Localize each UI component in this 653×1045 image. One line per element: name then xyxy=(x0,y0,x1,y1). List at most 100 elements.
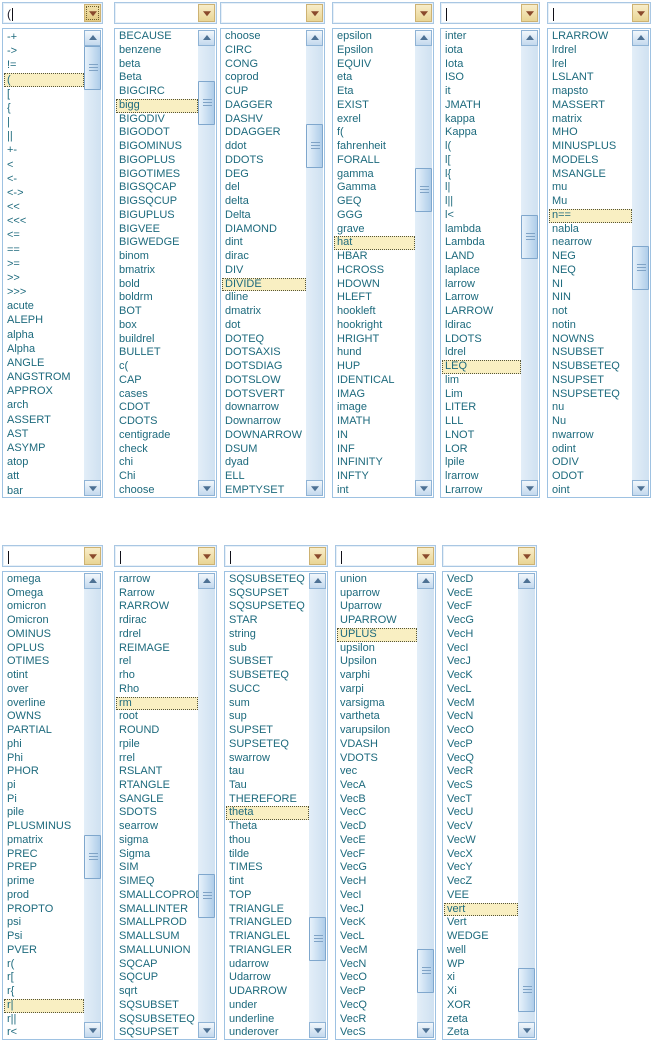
list-item[interactable]: r| xyxy=(4,998,84,1013)
list-item[interactable]: NEQ xyxy=(552,263,576,276)
scroll-up-button[interactable] xyxy=(417,573,434,589)
list-item[interactable]: == xyxy=(7,243,20,256)
scroll-up-button[interactable] xyxy=(309,573,326,589)
list-item[interactable]: notin xyxy=(552,318,576,331)
list-item[interactable]: SQCUP xyxy=(119,971,159,984)
list-item[interactable]: xi xyxy=(447,971,455,984)
list-item[interactable]: hat xyxy=(334,236,415,250)
list-item[interactable]: VecP xyxy=(340,985,366,998)
scroll-up-button[interactable] xyxy=(84,573,101,589)
list-item[interactable]: underline xyxy=(229,1012,275,1025)
list-item[interactable]: VecG xyxy=(447,614,474,627)
list-item[interactable]: boldrm xyxy=(119,291,153,304)
list-item[interactable]: del xyxy=(225,181,240,194)
list-item[interactable]: HDOWN xyxy=(337,277,380,290)
list-item[interactable]: lambda xyxy=(445,222,482,235)
list-item[interactable]: Beta xyxy=(119,71,142,84)
list-item[interactable]: SUCC xyxy=(229,682,261,695)
list-item[interactable]: bold xyxy=(119,277,140,290)
list-item[interactable]: ( xyxy=(4,72,84,87)
list-item[interactable]: VecK xyxy=(447,669,473,682)
list-item[interactable]: SMALLINTER xyxy=(119,902,189,915)
list-item[interactable]: PREP xyxy=(7,861,37,874)
list-item[interactable]: DIVIDE xyxy=(222,277,306,292)
list-item[interactable]: LNOT xyxy=(445,428,475,441)
list-item[interactable]: <= xyxy=(7,229,20,242)
list-item[interactable]: HUP xyxy=(337,360,361,372)
list-item[interactable]: TRIANGLER xyxy=(229,943,292,956)
list-item[interactable]: LOR xyxy=(445,442,468,455)
list-item[interactable]: VDOTS xyxy=(340,751,378,764)
list-item[interactable]: CUP xyxy=(225,85,249,97)
list-item[interactable]: bigg xyxy=(116,98,198,113)
list-item[interactable]: DSUM xyxy=(225,442,258,455)
scroll-down-button[interactable] xyxy=(84,1022,101,1038)
list-item[interactable]: r|| xyxy=(7,1012,17,1025)
list-item[interactable]: DOTSAXIS xyxy=(225,346,281,359)
list-item[interactable]: SMALLPROD xyxy=(119,916,187,929)
list-item[interactable]: VecU xyxy=(447,806,474,819)
symbol-combo-input[interactable] xyxy=(440,2,540,24)
list-item[interactable]: r( xyxy=(7,957,15,970)
list-item[interactable]: under xyxy=(229,998,258,1011)
combo-dropdown-button[interactable] xyxy=(198,547,215,565)
list-item[interactable]: LAND xyxy=(445,250,475,262)
list-item[interactable]: | xyxy=(7,116,10,129)
list-item[interactable]: acute xyxy=(7,300,34,313)
list-item[interactable]: HRIGHT xyxy=(337,332,380,345)
list-item[interactable]: SMALLSUM xyxy=(119,930,180,943)
list-item[interactable]: int xyxy=(337,483,349,496)
list-item[interactable]: BIGUPLUS xyxy=(119,208,175,221)
list-item[interactable]: ldirac xyxy=(445,318,472,331)
list-item[interactable]: SQCAP xyxy=(119,957,158,970)
list-item[interactable]: uparrow xyxy=(340,586,380,599)
list-item[interactable]: Phi xyxy=(7,751,23,764)
list-item[interactable]: <-> xyxy=(7,186,24,199)
list-item[interactable]: lrarrow xyxy=(445,470,479,482)
list-item[interactable]: CAP xyxy=(119,373,142,386)
scroll-up-button[interactable] xyxy=(306,30,323,46)
list-item[interactable]: arch xyxy=(7,399,29,412)
scroll-up-button[interactable] xyxy=(632,30,649,46)
list-item[interactable]: WP xyxy=(447,957,465,970)
list-item[interactable]: tau xyxy=(229,765,245,778)
scroll-down-button[interactable] xyxy=(306,480,323,496)
list-item[interactable]: LARROW xyxy=(445,305,494,317)
list-item[interactable]: HCROSS xyxy=(337,263,385,276)
scrollbar-thumb[interactable] xyxy=(306,124,323,169)
list-item[interactable]: dyad xyxy=(225,456,249,469)
list-item[interactable]: BIGODOT xyxy=(119,126,170,139)
list-item[interactable]: VecO xyxy=(340,971,367,984)
list-item[interactable]: Pi xyxy=(7,792,17,805)
list-item[interactable]: IMAG xyxy=(337,387,366,400)
combo-dropdown-button[interactable] xyxy=(632,4,649,22)
list-item[interactable]: prod xyxy=(7,888,30,901)
list-item[interactable]: SQSUPSET xyxy=(119,1026,179,1038)
list-item[interactable]: choose xyxy=(119,483,155,496)
list-item[interactable]: PREC xyxy=(7,847,38,860)
list-item[interactable]: eta xyxy=(337,71,353,84)
list-item[interactable]: delta xyxy=(225,195,249,207)
combo-dropdown-button[interactable] xyxy=(415,4,432,22)
list-item[interactable]: VDASH xyxy=(340,737,378,750)
list-item[interactable]: underover xyxy=(229,1026,279,1038)
list-item[interactable]: MSANGLE xyxy=(552,167,606,180)
list-item[interactable]: lim xyxy=(445,373,460,386)
combo-dropdown-button[interactable] xyxy=(198,4,215,22)
list-item[interactable]: pi xyxy=(7,779,16,792)
list-item[interactable]: VecH xyxy=(340,875,367,888)
scrollbar-track[interactable] xyxy=(309,573,326,1038)
list-item[interactable]: VecI xyxy=(340,888,362,901)
scroll-up-button[interactable] xyxy=(198,573,215,589)
list-item[interactable]: downarrow xyxy=(225,401,279,414)
list-item[interactable]: ANGLE xyxy=(7,356,45,369)
list-item[interactable]: overline xyxy=(7,696,46,709)
list-item[interactable]: VecA xyxy=(340,779,366,792)
scrollbar-thumb[interactable] xyxy=(198,81,215,126)
list-item[interactable]: PLUSMINUS xyxy=(7,820,72,833)
list-item[interactable]: hookleft xyxy=(337,305,376,317)
list-item[interactable]: DOWNARROW xyxy=(225,428,302,441)
list-item[interactable]: NSUBSETEQ xyxy=(552,360,620,372)
list-item[interactable]: VecT xyxy=(447,792,473,805)
list-item[interactable]: DDOTS xyxy=(225,153,264,166)
